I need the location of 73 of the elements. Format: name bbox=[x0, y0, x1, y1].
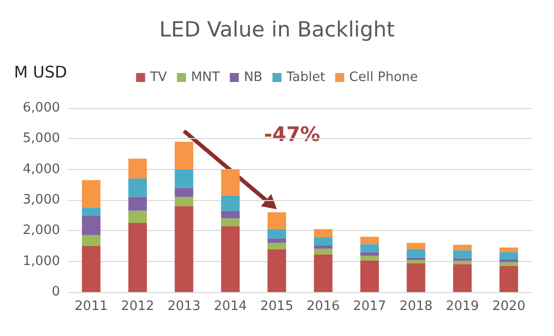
bar bbox=[500, 259, 518, 262]
y-tick-label: 5,000 bbox=[22, 131, 60, 146]
bar bbox=[360, 256, 379, 260]
bar bbox=[406, 249, 426, 258]
bar bbox=[174, 169, 194, 188]
bar bbox=[268, 229, 286, 238]
bar bbox=[406, 260, 426, 264]
bar bbox=[500, 266, 518, 292]
legend-label: TV bbox=[149, 70, 168, 85]
bar bbox=[314, 229, 332, 238]
x-tick-label: 2017 bbox=[353, 299, 386, 314]
x-tick-label: 2011 bbox=[74, 299, 108, 314]
bar bbox=[221, 226, 240, 292]
bar bbox=[406, 258, 426, 260]
bar bbox=[500, 252, 518, 260]
y-tick-label: 4,000 bbox=[22, 162, 60, 177]
bar bbox=[128, 223, 147, 292]
bar bbox=[82, 215, 100, 236]
bar bbox=[406, 242, 426, 250]
x-tick-label: 2015 bbox=[260, 299, 294, 314]
bar bbox=[453, 244, 472, 250]
bar bbox=[174, 196, 194, 206]
x-tick-label: 2014 bbox=[214, 299, 247, 314]
bar bbox=[453, 250, 472, 258]
bar bbox=[128, 210, 147, 223]
bar bbox=[268, 212, 286, 230]
legend-label: Tablet bbox=[285, 70, 326, 85]
bar bbox=[128, 196, 147, 211]
bar bbox=[314, 254, 332, 292]
x-tick-label: 2012 bbox=[121, 299, 154, 314]
chart-title: LED Value in Backlight bbox=[159, 18, 395, 42]
bar bbox=[453, 260, 472, 264]
y-axis-title: M USD bbox=[14, 62, 68, 82]
y-tick-label: 6,000 bbox=[22, 100, 60, 116]
legend-label: Cell Phone bbox=[349, 70, 418, 85]
bar bbox=[82, 246, 100, 292]
bar bbox=[268, 249, 286, 292]
bar bbox=[360, 244, 379, 252]
y-tick-label: 2,000 bbox=[22, 223, 60, 238]
x-tick-label: 2013 bbox=[167, 299, 201, 314]
bar bbox=[406, 263, 426, 292]
y-tick-label: 0 bbox=[52, 284, 60, 300]
bar bbox=[360, 236, 379, 244]
bar bbox=[221, 218, 240, 226]
bar bbox=[221, 210, 240, 218]
bar bbox=[82, 180, 100, 208]
bar bbox=[453, 264, 472, 292]
bar bbox=[500, 248, 518, 252]
bar bbox=[174, 188, 194, 197]
y-tick-label: 1,000 bbox=[22, 254, 60, 269]
bar bbox=[314, 245, 332, 249]
y-tick-label: 3,000 bbox=[22, 192, 60, 208]
bar bbox=[221, 195, 240, 211]
x-tick-label: 2018 bbox=[399, 299, 433, 314]
legend-label: NB bbox=[244, 70, 262, 85]
bar bbox=[268, 242, 286, 250]
bar bbox=[314, 237, 332, 246]
bar bbox=[174, 206, 194, 292]
bar bbox=[174, 142, 194, 170]
bar bbox=[268, 238, 286, 243]
x-tick-label: 2016 bbox=[306, 299, 340, 314]
bar bbox=[360, 260, 379, 292]
x-tick-label: 2020 bbox=[492, 299, 526, 314]
legend-label: MNT bbox=[190, 70, 220, 85]
bar bbox=[128, 158, 147, 179]
bar bbox=[82, 208, 100, 216]
bar bbox=[314, 248, 332, 254]
bar bbox=[500, 262, 518, 266]
bar bbox=[128, 178, 147, 197]
bar bbox=[82, 235, 100, 246]
x-tick-label: 2019 bbox=[446, 299, 479, 314]
bar bbox=[221, 169, 240, 196]
bar bbox=[360, 252, 379, 256]
